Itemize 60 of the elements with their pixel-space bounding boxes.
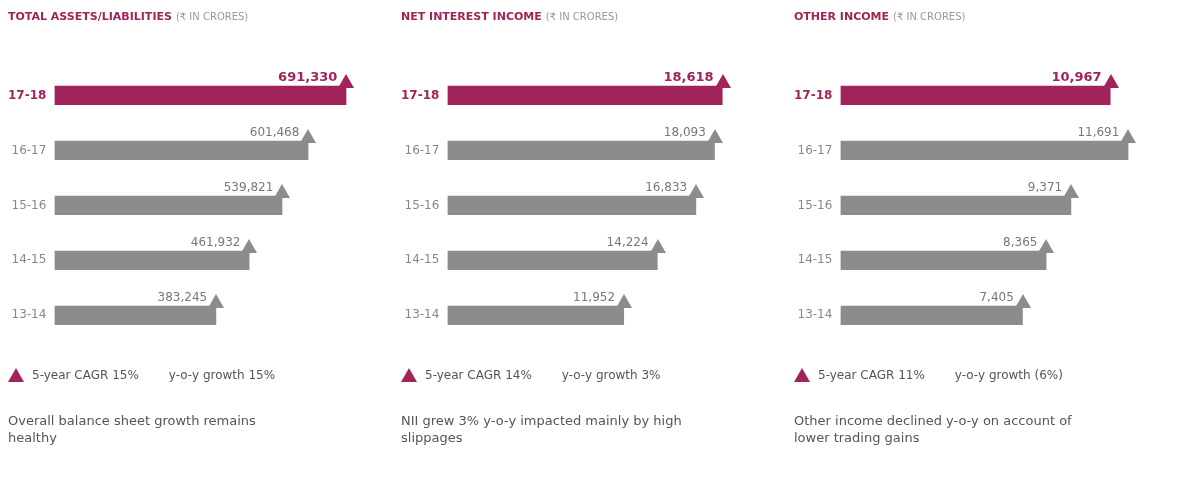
y-tick-label: 17-18 xyxy=(400,87,440,102)
bar xyxy=(447,195,697,216)
bar xyxy=(447,85,723,106)
data-label: 16,833 xyxy=(645,179,688,194)
chart-title: NET INTEREST INCOME xyxy=(401,10,542,23)
data-label: 691,330 xyxy=(278,68,338,84)
y-tick-label: 17-18 xyxy=(7,87,47,102)
y-tick-label: 13-14 xyxy=(797,307,833,322)
y-tick-label: 14-15 xyxy=(797,252,833,267)
y-tick-label: 13-14 xyxy=(11,307,47,322)
data-label: 18,618 xyxy=(663,68,714,84)
bar xyxy=(447,140,715,161)
text: 5-year CAGR 11% xyxy=(818,368,925,382)
bar xyxy=(447,305,625,325)
data-label: 601,468 xyxy=(249,124,300,139)
y-tick-label: 16-17 xyxy=(11,142,47,157)
bar xyxy=(840,140,1129,161)
text: NII grew 3% y-o-y impacted mainly by high slippages xyxy=(401,412,683,446)
data-label: 7,405 xyxy=(979,289,1014,304)
data-label: 11,691 xyxy=(1077,124,1120,139)
bar xyxy=(840,195,1072,216)
y-tick-label: 17-18 xyxy=(793,87,833,102)
y-tick-label: 16-17 xyxy=(404,142,440,157)
bar xyxy=(54,250,250,270)
bar xyxy=(54,305,217,325)
data-label: 14,224 xyxy=(606,234,649,249)
y-tick-label: 15-16 xyxy=(404,197,440,212)
bar xyxy=(54,140,309,161)
bar xyxy=(840,250,1047,270)
data-label: 9,371 xyxy=(1027,179,1063,194)
data-label: 10,967 xyxy=(1051,68,1102,84)
chart-title: TOTAL ASSETS/LIABILITIES xyxy=(8,10,172,23)
data-label: 18,093 xyxy=(663,124,706,139)
y-tick-label: 14-15 xyxy=(404,252,440,267)
text: y-o-y growth (6%) xyxy=(954,368,1063,382)
bar xyxy=(54,85,347,106)
data-label: 11,952 xyxy=(573,289,616,304)
data-label: 8,365 xyxy=(1003,234,1038,249)
y-tick-label: 15-16 xyxy=(11,197,47,212)
chart-subtitle: (₹ IN CRORES) xyxy=(545,11,619,22)
bar xyxy=(840,305,1023,325)
text: 5-year CAGR 14% xyxy=(425,368,532,382)
text: Overall balance sheet growth remains healthy xyxy=(8,412,257,446)
bar xyxy=(447,250,658,270)
data-label: 461,932 xyxy=(190,234,241,249)
y-tick-label: 15-16 xyxy=(797,197,833,212)
y-tick-label: 13-14 xyxy=(404,307,440,322)
chart-subtitle: (₹ IN CRORES) xyxy=(175,11,249,22)
text: y-o-y growth 15% xyxy=(168,368,276,382)
text: y-o-y growth 3% xyxy=(561,368,661,382)
chart-subtitle: (₹ IN CRORES) xyxy=(893,11,966,22)
chart-title: OTHER INCOME xyxy=(794,10,890,23)
data-label: 383,245 xyxy=(157,289,208,304)
y-tick-label: 16-17 xyxy=(797,142,833,157)
bar xyxy=(840,85,1111,106)
data-label: 539,821 xyxy=(223,179,274,194)
bar xyxy=(54,195,283,216)
text: 5-year CAGR 15% xyxy=(32,368,139,382)
text: Other income declined y-o-y on account of lower trading gains xyxy=(794,412,1073,446)
y-tick-label: 14-15 xyxy=(11,252,47,267)
